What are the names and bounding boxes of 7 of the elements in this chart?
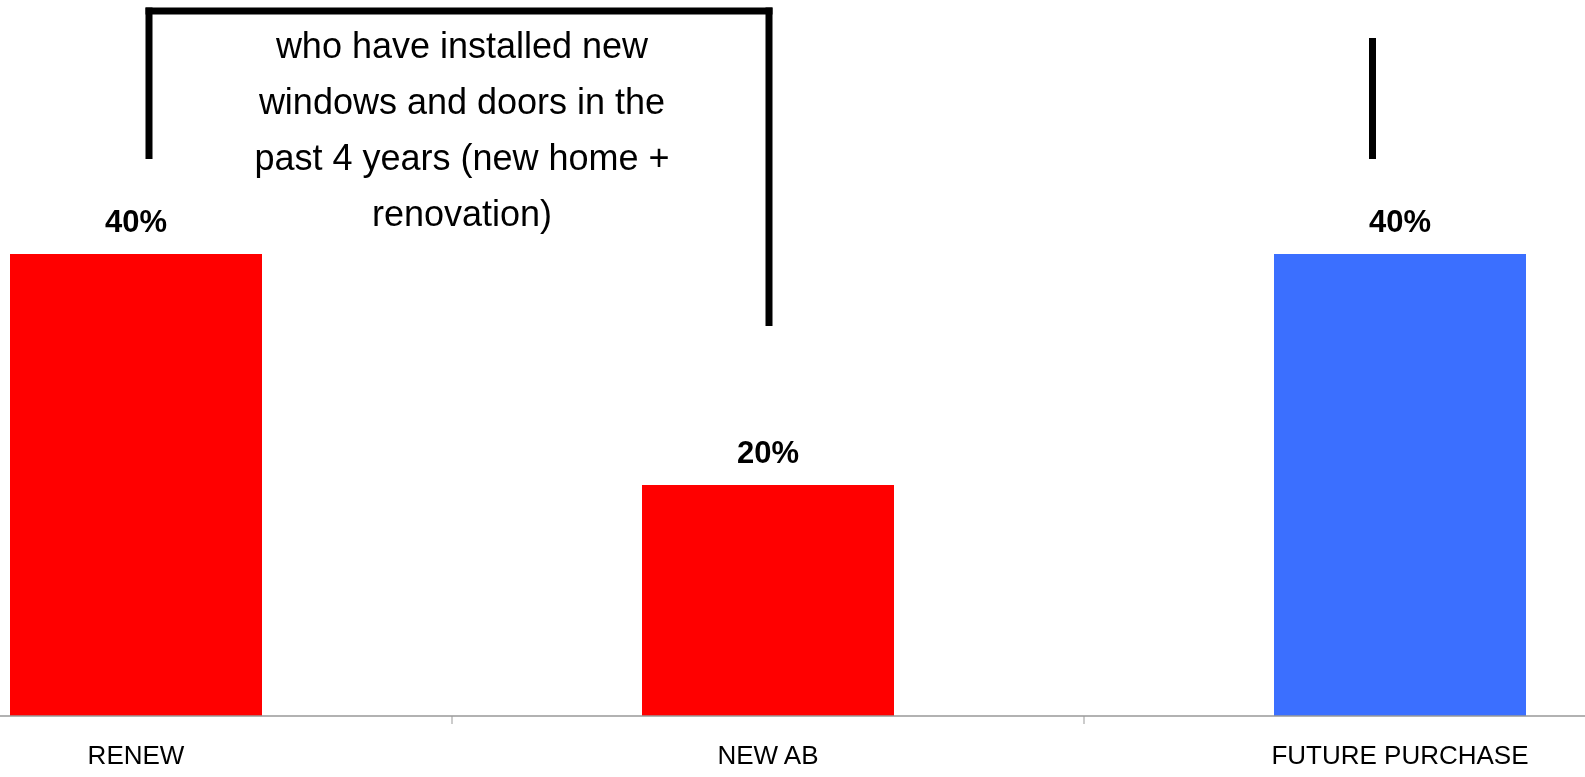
x-tick-label: FUTURE PURCHASE	[1271, 740, 1529, 770]
data-label: 40%	[1368, 204, 1432, 239]
x-tick-label: RENEW	[87, 740, 185, 770]
x-tick-label: NEW AB	[717, 740, 819, 770]
data-label: 40%	[104, 204, 168, 239]
data-label: 20%	[736, 435, 800, 470]
text: who have installed new windows and doors in the past 4 years (new home + renovation)	[254, 25, 670, 234]
